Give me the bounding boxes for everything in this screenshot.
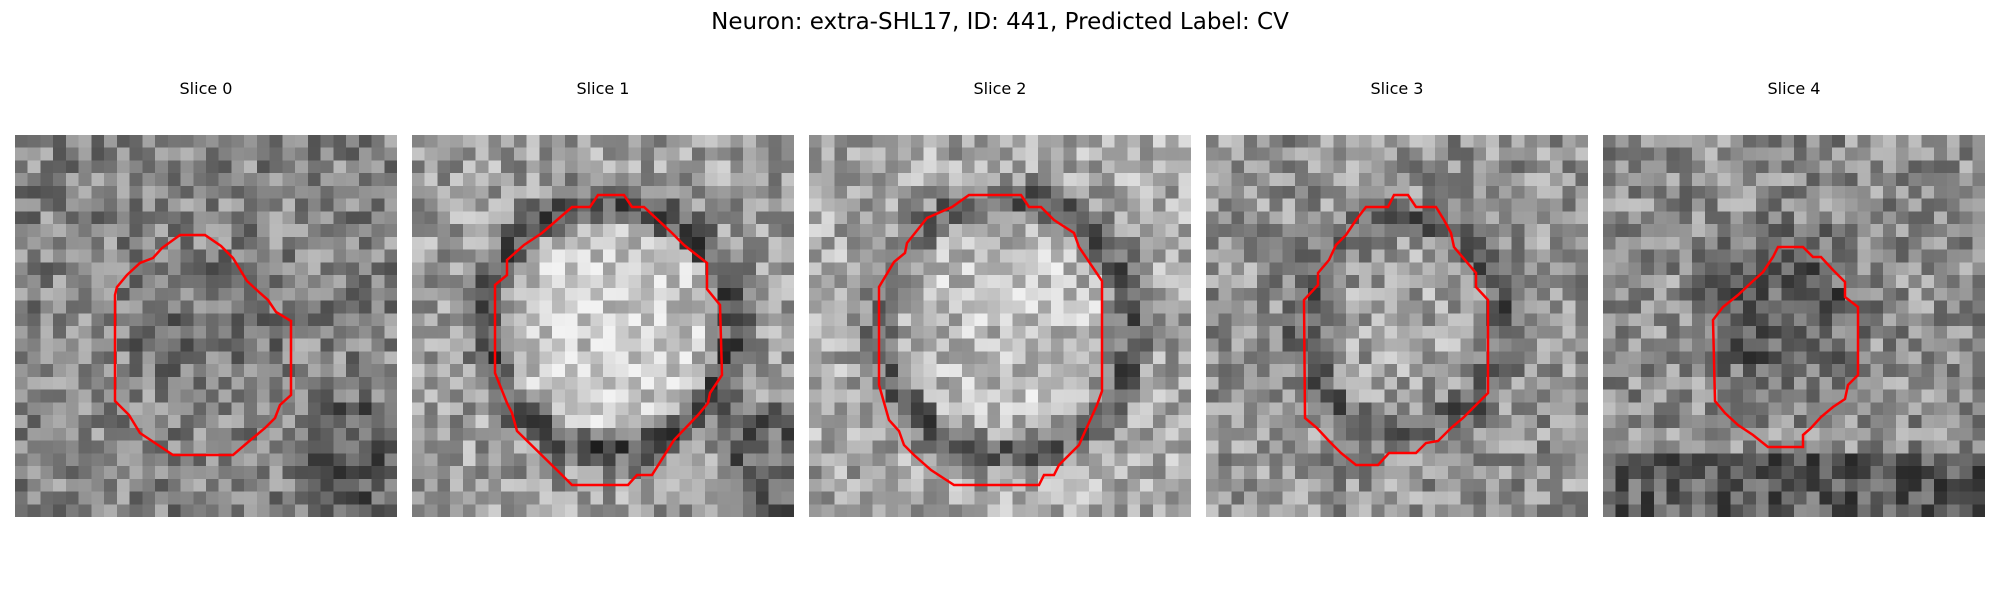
contour-1 (493, 193, 724, 487)
slice-image-4 (1603, 135, 1985, 517)
contour-overlay-3 (1302, 193, 1490, 467)
contour-0 (113, 233, 293, 457)
contour-3 (1302, 193, 1490, 467)
contour-4 (1711, 245, 1860, 449)
figure-title: Neuron: extra-SHL17, ID: 441, Predicted … (711, 9, 1289, 35)
contour-overlay-1 (493, 193, 724, 487)
contour-2 (877, 193, 1104, 487)
slice-title-3: Slice 3 (1370, 79, 1424, 98)
slice-title-2: Slice 2 (973, 79, 1027, 98)
slice-image-2 (809, 135, 1191, 517)
slice-title-4: Slice 4 (1767, 79, 1821, 98)
contour-overlay-4 (1711, 245, 1860, 449)
slice-image-1 (412, 135, 794, 517)
contour-overlay-2 (877, 193, 1104, 487)
slice-title-0: Slice 0 (179, 79, 233, 98)
slice-title-1: Slice 1 (576, 79, 630, 98)
contour-overlay-0 (113, 233, 293, 457)
slice-image-0 (15, 135, 397, 517)
